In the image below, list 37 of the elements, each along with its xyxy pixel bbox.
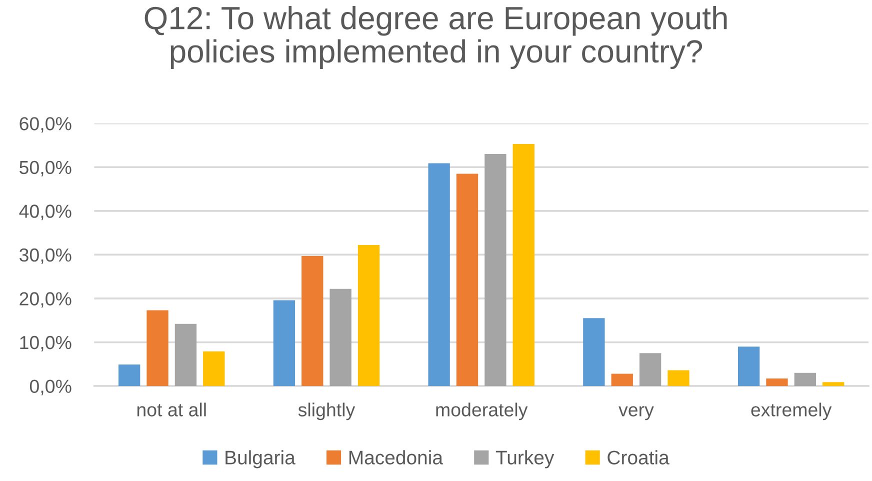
legend-label: Croatia (608, 450, 670, 464)
bar (583, 318, 605, 386)
bar (794, 372, 816, 386)
y-tick-label: 10,0% (20, 336, 72, 352)
x-tick-label: slightly (298, 402, 356, 420)
x-tick-label: extremely (751, 402, 832, 420)
bar (668, 370, 690, 386)
bar (273, 300, 296, 386)
bar (428, 163, 450, 386)
bar (611, 374, 633, 386)
bar (302, 256, 324, 386)
legend-label: Bulgaria (226, 450, 296, 468)
bar (330, 288, 352, 386)
y-tick-label: 40,0% (19, 204, 72, 220)
bar (146, 310, 168, 386)
legend-label: Macedonia (349, 450, 443, 464)
y-tick-label: 30,0% (20, 248, 72, 264)
bar (203, 351, 225, 386)
bar (484, 154, 506, 386)
x-tick-label: very (618, 406, 654, 420)
y-tick-label: 20,0% (20, 292, 72, 308)
bar (766, 378, 788, 386)
bar (639, 353, 662, 386)
chart-title: Q12: To what degree are European youth policies implemented in your country? (144, 6, 727, 70)
y-tick-label: 50,0% (20, 160, 72, 176)
bar (358, 245, 380, 386)
bar (512, 144, 534, 386)
x-tick-label: moderately (436, 402, 528, 420)
legend-label: Turkey (496, 450, 554, 468)
bar (118, 364, 140, 386)
y-tick-label: 0,0% (30, 380, 72, 396)
bar (738, 346, 760, 386)
bar (174, 324, 197, 386)
bar (822, 382, 844, 386)
bar (456, 174, 478, 386)
x-tick-label: not at all (137, 402, 206, 416)
y-tick-label: 60,0% (20, 117, 72, 133)
